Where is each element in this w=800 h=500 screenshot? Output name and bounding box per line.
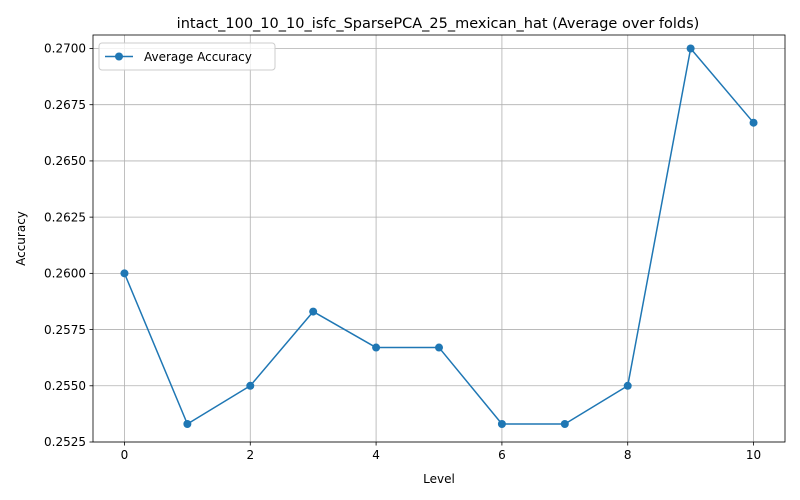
y-tick-label: 0.2675 xyxy=(44,98,86,112)
data-point xyxy=(435,343,443,352)
chart-title: intact_100_10_10_isfc_SparsePCA_25_mexic… xyxy=(177,16,700,32)
series-layer xyxy=(120,44,758,429)
x-tick-label: 4 xyxy=(372,448,380,462)
plot-frame xyxy=(92,34,786,443)
data-point xyxy=(686,44,695,53)
data-point xyxy=(372,343,381,352)
y-tick-label: 0.2525 xyxy=(44,435,86,449)
x-tick-label: 10 xyxy=(746,448,761,462)
x-tick-label: 8 xyxy=(624,448,632,462)
y-tick-label: 0.2575 xyxy=(44,323,86,337)
data-point xyxy=(560,420,569,429)
x-axis-label: Level xyxy=(423,472,455,486)
data-point xyxy=(183,420,192,429)
y-tick-label: 0.2650 xyxy=(44,154,86,168)
y-axis-label: Accuracy xyxy=(14,211,28,266)
legend-marker-swatch xyxy=(115,52,123,61)
y-tick-label: 0.2550 xyxy=(44,379,86,393)
data-point xyxy=(246,381,255,390)
legend-entry-average-accuracy: Average Accuracy xyxy=(144,50,252,64)
data-point xyxy=(749,118,758,127)
legend: Average Accuracy xyxy=(98,42,276,71)
data-point xyxy=(309,307,318,316)
y-tick-label: 0.2600 xyxy=(44,267,86,281)
y-tick-label: 0.2625 xyxy=(44,210,86,224)
x-tick-label: 0 xyxy=(121,448,129,462)
legend-box xyxy=(98,42,276,71)
grid-lines xyxy=(93,35,785,443)
data-point xyxy=(623,381,632,390)
x-tick-label: 6 xyxy=(498,448,506,462)
x-tick-label: 2 xyxy=(246,448,254,462)
data-point xyxy=(497,420,506,429)
axis-ticks: 0 2 4 6 8 10 0.2525 0.2550 0.2575 0.2600 0.2625 0.2… xyxy=(44,42,761,462)
y-tick-label: 0.2700 xyxy=(44,42,86,56)
data-point xyxy=(120,269,129,278)
